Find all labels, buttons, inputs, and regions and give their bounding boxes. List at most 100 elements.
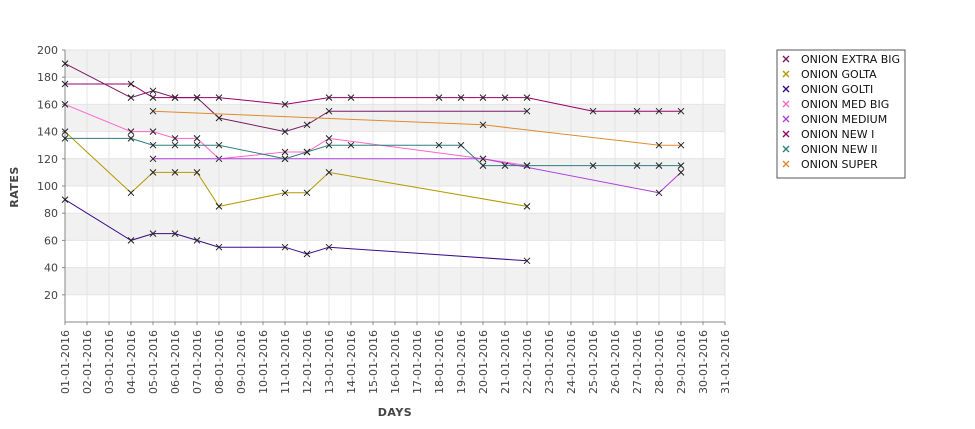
series-onion-new-i: [61, 80, 685, 115]
x-tick-label: 06-01-2016: [169, 330, 182, 394]
data-point: [171, 141, 179, 149]
y-tick-label: 200: [37, 44, 58, 57]
x-tick-label: 12-01-2016: [301, 330, 314, 394]
x-axis-title: DAYS: [378, 406, 412, 419]
x-tick-label: 17-01-2016: [411, 330, 424, 394]
series-onion-golti: [61, 196, 531, 265]
legend-item: ONION MEDIUM: [782, 113, 887, 126]
x-tick-label: 07-01-2016: [191, 330, 204, 394]
x-tick-label: 15-01-2016: [367, 330, 380, 394]
y-tick-label: 100: [37, 180, 58, 193]
data-point: [347, 94, 355, 101]
data-point: [149, 230, 157, 237]
data-point: [149, 141, 157, 149]
data-point: [325, 243, 333, 251]
x-tick-label: 08-01-2016: [213, 330, 226, 394]
legend-marker-icon: [782, 130, 790, 138]
y-tick-label: 140: [37, 126, 58, 139]
x-tick-label: 01-01-2016: [59, 330, 72, 394]
x-tick-label: 09-01-2016: [235, 330, 248, 394]
data-point: [655, 141, 663, 149]
data-point: [193, 94, 201, 101]
series-onion-medium: [149, 155, 685, 197]
data-point: [457, 141, 465, 149]
legend-label: ONION SUPER: [801, 158, 878, 171]
data-point: [677, 141, 685, 149]
data-point: [655, 162, 663, 169]
legend-item: ONION NEW II: [782, 143, 878, 156]
data-point: [501, 94, 509, 101]
data-point: [61, 128, 69, 135]
data-point: [193, 135, 201, 142]
legend-marker-icon: [782, 100, 790, 108]
data-point: [325, 135, 333, 142]
x-tick-label: 20-01-2016: [477, 330, 490, 394]
data-point: [633, 107, 641, 115]
data-point: [127, 135, 135, 142]
x-tick-label: 02-01-2016: [81, 330, 94, 394]
data-point: [501, 162, 509, 169]
series-line: [65, 83, 681, 112]
x-tick-label: 22-01-2016: [521, 330, 534, 394]
data-point: [325, 94, 333, 101]
data-point: [589, 162, 597, 169]
legend-marker-icon: [782, 145, 790, 153]
data-point: [193, 237, 201, 244]
legend-label: ONION EXTRA BIG: [801, 53, 900, 66]
data-point: [523, 94, 531, 101]
data-point: [281, 148, 289, 156]
data-point: [325, 169, 333, 176]
data-point: [149, 169, 157, 176]
x-tick-label: 11-01-2016: [279, 330, 292, 394]
data-point: [303, 148, 311, 156]
data-point: [677, 169, 685, 176]
data-point: [479, 121, 487, 129]
legend-label: ONION NEW I: [801, 128, 874, 141]
data-point: [523, 257, 531, 265]
x-tick-label: 27-01-2016: [631, 330, 644, 394]
data-point: [215, 243, 223, 251]
legend-marker-icon: [782, 160, 790, 168]
legend-item: ONION NEW I: [782, 128, 874, 141]
legend-label: ONION MEDIUM: [801, 113, 887, 126]
data-point: [303, 189, 311, 197]
x-tick-label: 29-01-2016: [675, 330, 688, 394]
data-point: [303, 121, 311, 129]
data-point: [171, 94, 179, 101]
data-point: [127, 80, 135, 88]
data-point: [479, 155, 487, 163]
data-point: [347, 141, 355, 149]
y-axis-title: RATES: [8, 166, 21, 208]
x-tick-label: 13-01-2016: [323, 330, 336, 394]
x-tick-label: 14-01-2016: [345, 330, 358, 394]
legend: ONION EXTRA BIG ONION GOLTA ONION GOLTI ONI…: [776, 49, 906, 179]
data-point: [61, 80, 69, 88]
data-point: [149, 107, 157, 115]
series-line: [64, 199, 528, 262]
series-line: [64, 131, 528, 207]
series-onion-super: [149, 107, 685, 149]
x-tick-label: 19-01-2016: [455, 330, 468, 394]
data-point: [61, 101, 69, 108]
data-point: [281, 155, 289, 163]
data-point: [171, 169, 179, 176]
data-point: [435, 94, 443, 101]
data-point: [435, 141, 443, 149]
data-point: [479, 162, 487, 169]
data-point: [523, 162, 531, 169]
legend-label: ONION MED BIG: [801, 98, 889, 111]
data-point: [149, 128, 157, 135]
series-line: [152, 110, 681, 146]
data-point: [127, 128, 135, 135]
x-tick-label: 26-01-2016: [609, 330, 622, 394]
legend-label: ONION NEW II: [801, 143, 878, 156]
x-axis-ticks: 01-01-2016 02-01-2016 03-01-2016 04-01-2016…: [59, 322, 732, 394]
data-point: [281, 101, 289, 108]
x-tick-label: 30-01-2016: [697, 330, 710, 394]
data-point: [149, 94, 157, 101]
data-point: [215, 203, 223, 210]
x-tick-label: 05-01-2016: [147, 330, 160, 394]
y-tick-label: 60: [44, 234, 58, 247]
legend-box: [776, 49, 906, 179]
data-point: [523, 107, 531, 115]
